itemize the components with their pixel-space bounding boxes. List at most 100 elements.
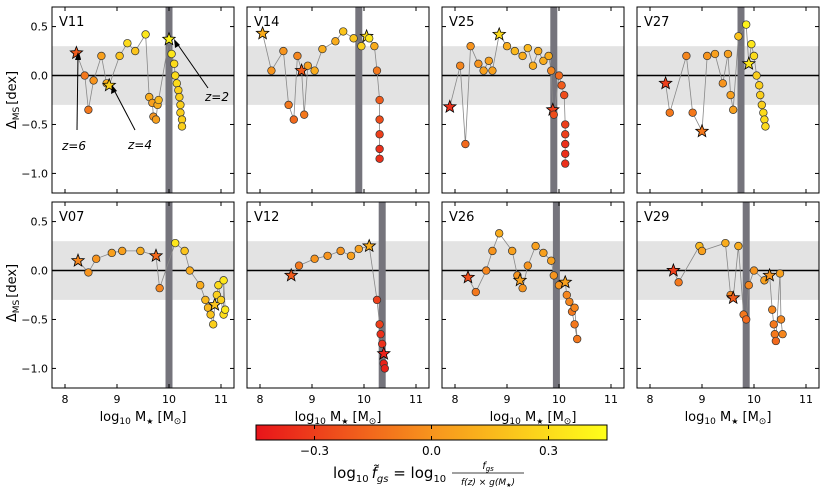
y-tick-label: 0.0 — [31, 70, 49, 83]
data-point — [488, 246, 497, 256]
x-tick-label: 8 — [452, 393, 459, 406]
data-point-star — [762, 267, 777, 282]
panel-title: V11 — [59, 15, 84, 30]
x-axis-label: log10 M★ [M⊙] — [490, 410, 577, 427]
data-point — [761, 122, 770, 131]
data-point — [508, 246, 517, 256]
data-point — [554, 71, 564, 80]
data-point — [561, 139, 570, 149]
data-point — [372, 295, 382, 305]
data-point — [562, 290, 571, 300]
mass-threshold-bar — [378, 202, 386, 388]
data-point — [539, 248, 548, 258]
data-point — [523, 261, 532, 270]
colorbar-ticks: −0.3 0.0 0.3 — [300, 425, 558, 458]
x-tick-label: 9 — [504, 393, 511, 406]
svg-text:f(z) × g(M★): f(z) × g(M★) — [461, 478, 515, 489]
data-point — [209, 320, 218, 329]
annotation-z2: z=2 — [204, 90, 229, 104]
data-point-star — [283, 267, 299, 282]
svg-text:ΔMS[dex]: ΔMS[dex] — [5, 71, 22, 129]
data-point — [331, 37, 340, 46]
data-point — [216, 295, 226, 305]
data-point-star — [725, 290, 741, 305]
data-point — [294, 261, 304, 270]
panel-frame — [246, 201, 430, 389]
panel-title: V14 — [254, 15, 279, 30]
data-point — [721, 238, 730, 248]
y-axis-label-top: ΔMS[dex] — [5, 71, 22, 129]
data-point-star — [460, 269, 476, 284]
x-tick-label: 10 — [357, 393, 371, 406]
data-point — [380, 364, 389, 373]
data-point — [174, 86, 183, 95]
data-point — [136, 246, 145, 256]
data-point — [561, 149, 570, 158]
x-tick-label: 9 — [114, 393, 121, 406]
annotation-z6: z=6 — [61, 139, 86, 153]
data-point — [549, 271, 558, 280]
data-point — [170, 59, 179, 68]
colorbar: −0.3 0.0 0.3 log10 f̃gs = log10 fgs f(z) × … — [255, 424, 608, 489]
data-point — [561, 130, 570, 139]
data-point — [549, 110, 558, 119]
x-tick-label: 10 — [552, 393, 566, 406]
x-tick-label: 8 — [62, 393, 69, 406]
data-point — [201, 295, 210, 305]
panel-title: V25 — [449, 15, 474, 30]
x-tick-label: 9 — [309, 393, 316, 406]
data-point-star — [666, 262, 681, 277]
x-axis-label: log10 M★ [M⊙] — [685, 410, 772, 427]
panel-frame — [636, 201, 820, 389]
data-point — [502, 42, 512, 51]
panel-frame — [441, 6, 625, 194]
data-point — [167, 49, 176, 59]
data-point — [768, 305, 777, 314]
y-tick-label: −0.5 — [21, 313, 48, 326]
data-point — [484, 56, 493, 65]
data-point — [284, 100, 293, 110]
data-point — [674, 278, 683, 287]
data-point — [544, 51, 553, 61]
panel-title: V07 — [59, 210, 84, 225]
data-point — [752, 71, 761, 80]
data-point — [776, 315, 786, 324]
data-point — [723, 49, 733, 59]
annotation-arrowhead-z2 — [174, 39, 180, 48]
data-point — [206, 310, 215, 319]
data-point — [534, 46, 543, 56]
data-point — [214, 281, 223, 290]
panel-frame — [246, 6, 430, 194]
x-tick-label: 8 — [647, 393, 654, 406]
data-point — [151, 115, 161, 124]
y-tick-label: 0.5 — [31, 21, 49, 34]
y-tick-label: −0.5 — [21, 118, 48, 131]
panel-title: V26 — [449, 210, 474, 225]
annotation-z4: z=4 — [127, 138, 152, 152]
data-point — [303, 61, 312, 70]
data-point — [185, 266, 194, 275]
data-point — [365, 34, 374, 43]
data-point-star — [161, 31, 177, 46]
data-point — [180, 246, 189, 256]
panel-frame — [636, 6, 820, 194]
data-point — [461, 139, 470, 149]
colorbar-label-fraction: fgs f(z) × g(M★) — [452, 461, 524, 489]
data-point — [760, 115, 769, 124]
data-point — [123, 39, 132, 48]
data-point-star — [69, 45, 84, 60]
data-point — [118, 246, 127, 256]
data-point — [697, 246, 707, 256]
annotation-arrow-z4 — [112, 87, 136, 131]
panels-group: 0.5 0.0 −0.5 −1.0 V11 V14 V25 V27 8 9 10 11 0.5 0.0 −0… — [21, 6, 820, 406]
data-point-star — [512, 272, 528, 287]
x-tick-label: 8 — [257, 393, 264, 406]
annotation-group: z=6 z=4 z=2 — [61, 39, 229, 153]
panel-frame — [51, 201, 235, 389]
data-point — [289, 115, 298, 124]
data-point — [375, 144, 384, 154]
annotation-arrowhead-z4 — [111, 85, 117, 94]
data-point — [378, 339, 387, 349]
data-point — [221, 305, 230, 314]
